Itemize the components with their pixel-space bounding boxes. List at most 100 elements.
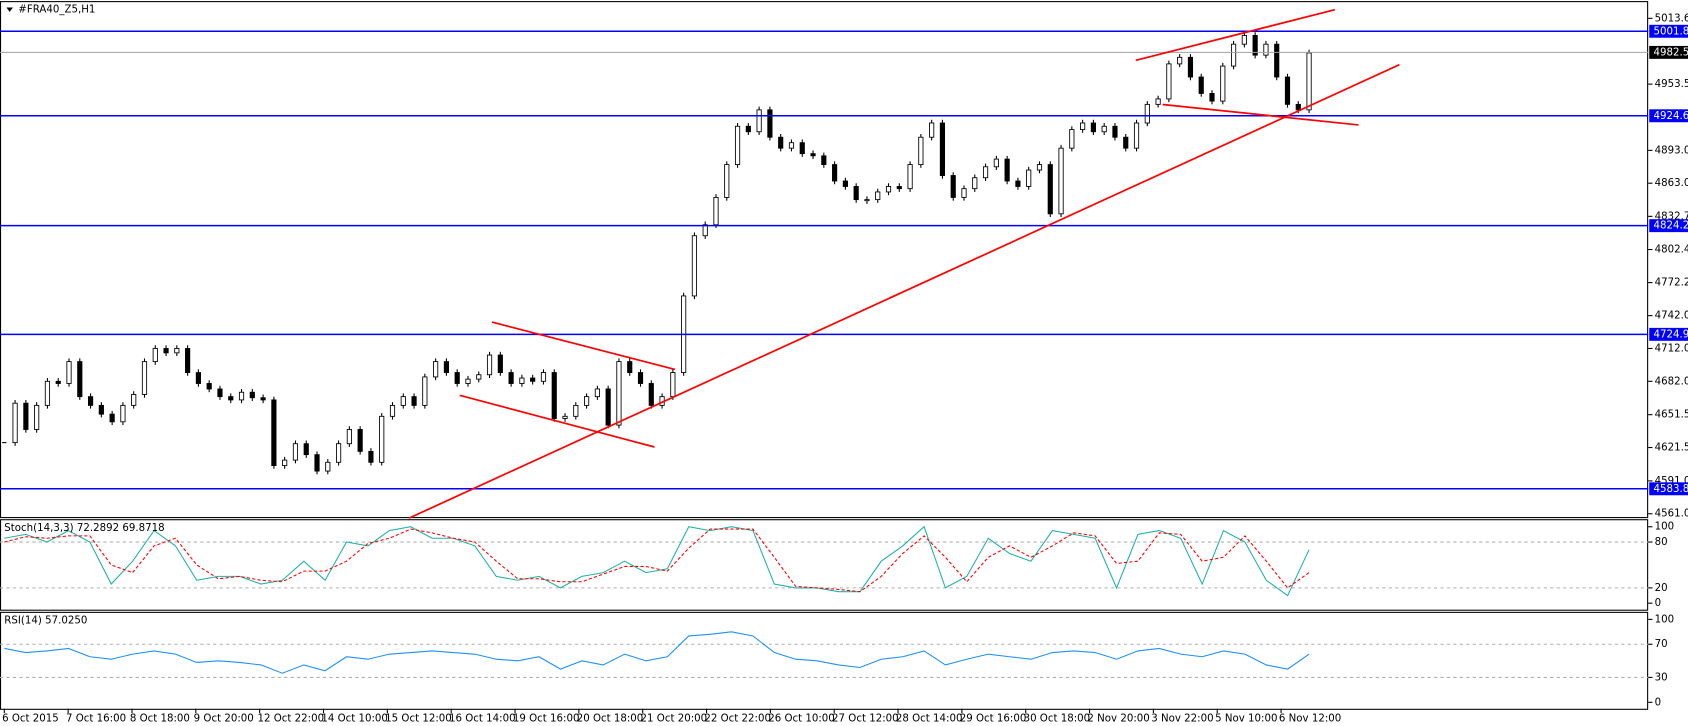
candle <box>832 164 838 182</box>
last-price-label: 4982.5 <box>1654 47 1688 58</box>
y-tick-label: 0 <box>1655 697 1662 708</box>
candle <box>627 361 633 373</box>
candle <box>87 396 94 406</box>
x-tick-label: 6 Nov 12:00 <box>1279 713 1341 724</box>
candle <box>174 348 180 354</box>
candle <box>799 142 805 155</box>
trend-line <box>1135 8 1336 62</box>
y-tick-label: 20 <box>1655 583 1668 594</box>
candle <box>357 429 363 452</box>
trend-lines <box>408 8 1400 519</box>
candle <box>885 186 892 193</box>
candle <box>1295 103 1301 111</box>
x-tick-label: 3 Nov 22:00 <box>1151 713 1213 724</box>
candle <box>77 361 83 398</box>
candle <box>756 109 762 133</box>
chart-title: #FRA40_Z5,H1 <box>18 5 95 16</box>
y-tick-label: 4712.0 <box>1655 343 1688 354</box>
candle <box>961 188 967 198</box>
y-tick-label: 30 <box>1655 672 1668 683</box>
candle <box>1004 158 1010 182</box>
candle <box>109 413 115 423</box>
y-tick-label: 4742.0 <box>1655 311 1688 322</box>
candle <box>540 372 547 382</box>
candle <box>551 372 557 419</box>
x-tick-label: 29 Oct 16:00 <box>960 713 1027 724</box>
y-tick-label: 4953.5 <box>1655 79 1688 90</box>
candle <box>443 361 449 373</box>
x-tick-label: 5 Nov 10:00 <box>1215 713 1277 724</box>
candle <box>982 166 989 179</box>
level-label: 4924.6 <box>1654 111 1688 122</box>
candle <box>1241 34 1247 45</box>
y-tick-label: 4651.5 <box>1655 410 1688 421</box>
candle <box>821 155 827 166</box>
candle <box>282 459 288 467</box>
candle <box>1047 164 1053 215</box>
candle <box>519 377 525 384</box>
x-tick-label: 21 Oct 20:00 <box>641 713 708 724</box>
x-tick-label: 26 Oct 10:00 <box>768 713 835 724</box>
candle <box>1069 129 1075 149</box>
panel-frames <box>0 1 1649 710</box>
candle <box>454 372 460 384</box>
candle <box>1166 63 1172 100</box>
candle <box>1155 98 1161 105</box>
candle <box>1090 122 1096 133</box>
y-tick-label: 100 <box>1655 522 1675 533</box>
trend-line <box>459 394 655 448</box>
candle <box>713 196 719 226</box>
candle <box>1198 76 1204 94</box>
candle <box>918 136 924 166</box>
candle <box>433 361 439 378</box>
level-label: 4583.8 <box>1654 484 1688 495</box>
candle <box>1058 147 1064 215</box>
x-tick-label: 9 Oct 20:00 <box>194 713 254 724</box>
x-tick-label: 2 Nov 20:00 <box>1087 713 1149 724</box>
level-label: 4824.2 <box>1654 221 1688 232</box>
candle <box>476 374 482 380</box>
level-label: 5001.8 <box>1654 26 1688 37</box>
rsi-label: RSI(14) 57.0250 <box>4 615 87 626</box>
y-tick-label: 4863.0 <box>1655 178 1688 189</box>
candle <box>778 136 784 149</box>
candle <box>1112 125 1118 138</box>
candle <box>616 361 622 426</box>
y-tick-label: 70 <box>1655 639 1668 650</box>
candle <box>864 199 870 202</box>
candle <box>637 372 644 384</box>
x-tick-label: 6 Oct 2015 <box>2 713 59 724</box>
candle <box>44 380 51 406</box>
candle <box>810 153 816 157</box>
candle <box>929 122 935 138</box>
candle <box>303 443 309 456</box>
candle <box>734 125 741 166</box>
candle <box>120 404 126 423</box>
level-box <box>1649 327 1688 341</box>
candle <box>389 404 396 417</box>
candle <box>292 443 299 461</box>
trend-line <box>1162 103 1359 126</box>
candle <box>217 388 223 398</box>
trend-line <box>408 63 1400 519</box>
candle <box>34 404 40 430</box>
y-tick-label: 80 <box>1655 537 1668 548</box>
level-label: 4724.9 <box>1654 329 1688 340</box>
candle <box>842 180 848 187</box>
candle <box>195 372 201 384</box>
x-tick-label: 14 Oct 10:00 <box>321 713 388 724</box>
x-tick-label: 28 Oct 14:00 <box>896 713 963 724</box>
candle <box>896 186 902 190</box>
candle <box>724 164 730 198</box>
candle <box>702 224 708 237</box>
menu-arrow[interactable] <box>6 7 13 12</box>
candle <box>271 399 277 467</box>
candle <box>141 361 148 395</box>
y-tick-label: 4802.4 <box>1655 245 1688 256</box>
candle <box>131 394 137 406</box>
y-tick-label: 5013.6 <box>1655 13 1688 24</box>
candle <box>335 443 342 463</box>
trend-line <box>491 321 676 371</box>
candle <box>670 372 676 398</box>
x-tick-label: 8 Oct 18:00 <box>130 713 190 724</box>
